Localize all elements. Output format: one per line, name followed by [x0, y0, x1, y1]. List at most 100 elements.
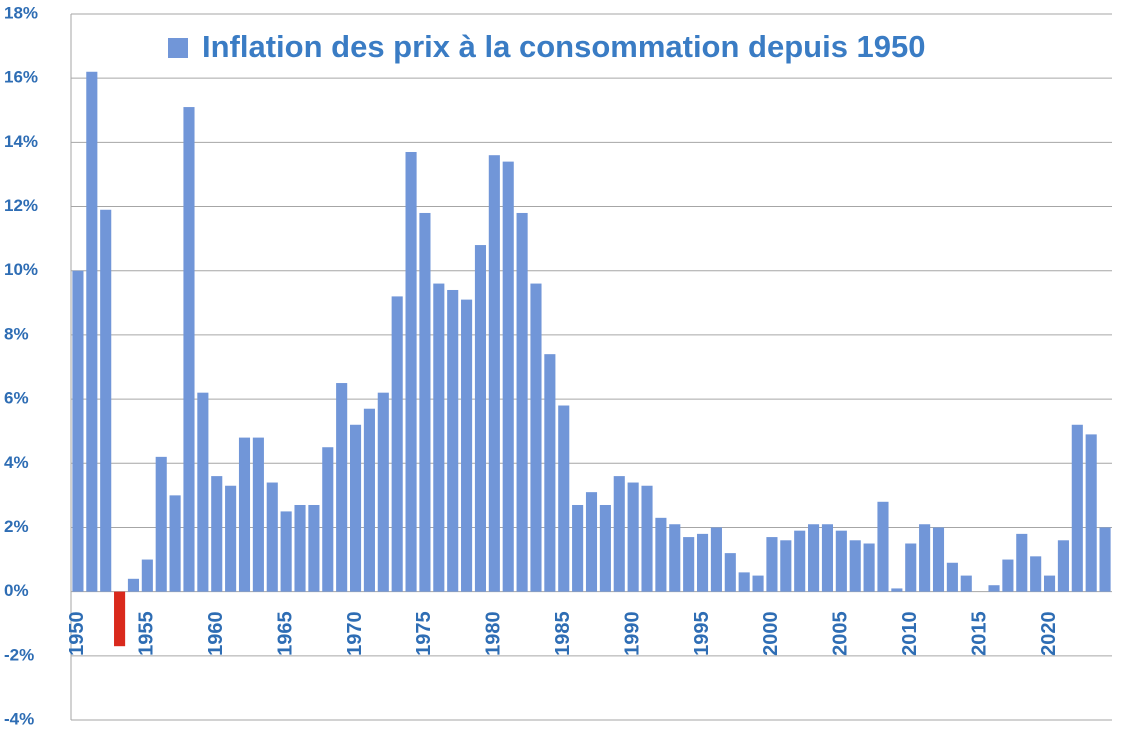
x-tick-label: 2010 — [899, 611, 921, 656]
bar — [183, 107, 195, 592]
bar — [613, 476, 625, 592]
x-tick-label: 1970 — [344, 611, 366, 656]
bar — [655, 517, 667, 592]
bar — [280, 511, 292, 592]
x-tick-label: 2020 — [1038, 611, 1060, 656]
bar — [197, 392, 209, 592]
bar — [1085, 434, 1097, 592]
x-tick-label: 1995 — [691, 611, 713, 656]
bar — [808, 524, 820, 592]
bar — [363, 408, 375, 592]
y-tick-label: 16% — [4, 68, 38, 87]
bar — [1099, 527, 1111, 592]
bar — [474, 245, 487, 592]
bar — [544, 354, 556, 592]
bar — [849, 540, 861, 592]
bar — [447, 289, 459, 592]
bar — [461, 299, 473, 592]
x-tick-label: 1985 — [552, 611, 574, 656]
bar — [127, 578, 140, 592]
bar — [377, 392, 389, 592]
x-tick-label: 1980 — [483, 611, 505, 656]
bar — [488, 155, 500, 592]
bar — [72, 270, 84, 592]
bar — [252, 437, 264, 592]
bar — [932, 527, 945, 592]
legend-swatch — [168, 38, 188, 58]
y-tick-label: 14% — [4, 132, 38, 151]
bar — [960, 575, 972, 592]
x-tick-label: 2015 — [968, 611, 990, 656]
bar — [572, 504, 584, 592]
x-tick-label: 1950 — [66, 611, 88, 656]
bar — [641, 485, 653, 592]
bar — [794, 530, 806, 592]
x-tick-label: 1960 — [205, 611, 227, 656]
bar — [211, 476, 223, 592]
bar — [752, 575, 764, 592]
bar — [349, 424, 362, 592]
bar — [585, 492, 598, 592]
y-tick-label: 8% — [4, 324, 29, 343]
x-tick-label: 1990 — [621, 611, 643, 656]
bar — [919, 524, 931, 592]
y-tick-label: -2% — [4, 645, 34, 664]
bar — [669, 524, 681, 592]
bar — [100, 209, 112, 592]
bar — [599, 504, 611, 592]
y-tick-label: -4% — [4, 709, 34, 728]
y-tick-label: 18% — [4, 3, 38, 22]
bar — [405, 151, 417, 592]
bar — [225, 485, 237, 592]
legend-label: Inflation des prix à la consommation dep… — [202, 29, 926, 64]
bar — [169, 495, 181, 592]
bar — [516, 212, 528, 592]
bar — [988, 585, 1000, 592]
bar — [696, 533, 709, 592]
bar — [558, 405, 570, 592]
bar — [835, 530, 847, 592]
bar — [1030, 556, 1042, 592]
bar — [863, 543, 875, 592]
x-tick-label: 2005 — [830, 611, 852, 656]
bar — [308, 504, 320, 592]
bar — [322, 447, 334, 592]
bar — [391, 296, 403, 592]
bar — [780, 540, 792, 592]
bar — [1043, 575, 1056, 592]
bar — [905, 543, 917, 592]
bar — [419, 212, 431, 592]
bar — [155, 456, 167, 592]
bar — [738, 572, 750, 592]
y-tick-label: 4% — [4, 453, 29, 472]
bar — [946, 562, 958, 592]
y-tick-label: 12% — [4, 196, 38, 215]
bar — [502, 161, 514, 592]
y-tick-label: 2% — [4, 517, 29, 536]
bar — [141, 559, 153, 592]
bar — [724, 553, 736, 592]
bar — [1071, 424, 1083, 592]
bar — [266, 482, 278, 592]
bar — [238, 437, 251, 592]
x-tick-label: 2000 — [760, 611, 782, 656]
bar — [530, 283, 542, 592]
bar — [877, 501, 889, 592]
y-tick-label: 6% — [4, 389, 29, 408]
bar — [114, 591, 126, 647]
bar — [821, 524, 834, 592]
bar — [1016, 533, 1028, 592]
bar — [86, 71, 98, 592]
bar — [1002, 559, 1014, 592]
x-tick-label: 1965 — [274, 611, 296, 656]
bar — [1057, 540, 1069, 592]
x-tick-label: 1955 — [136, 611, 158, 656]
bar — [891, 588, 903, 592]
y-tick-label: 0% — [4, 581, 29, 600]
bar — [433, 283, 445, 592]
x-tick-label: 1975 — [413, 611, 435, 656]
bar — [294, 504, 306, 592]
bar — [710, 527, 722, 592]
bar — [627, 482, 639, 592]
